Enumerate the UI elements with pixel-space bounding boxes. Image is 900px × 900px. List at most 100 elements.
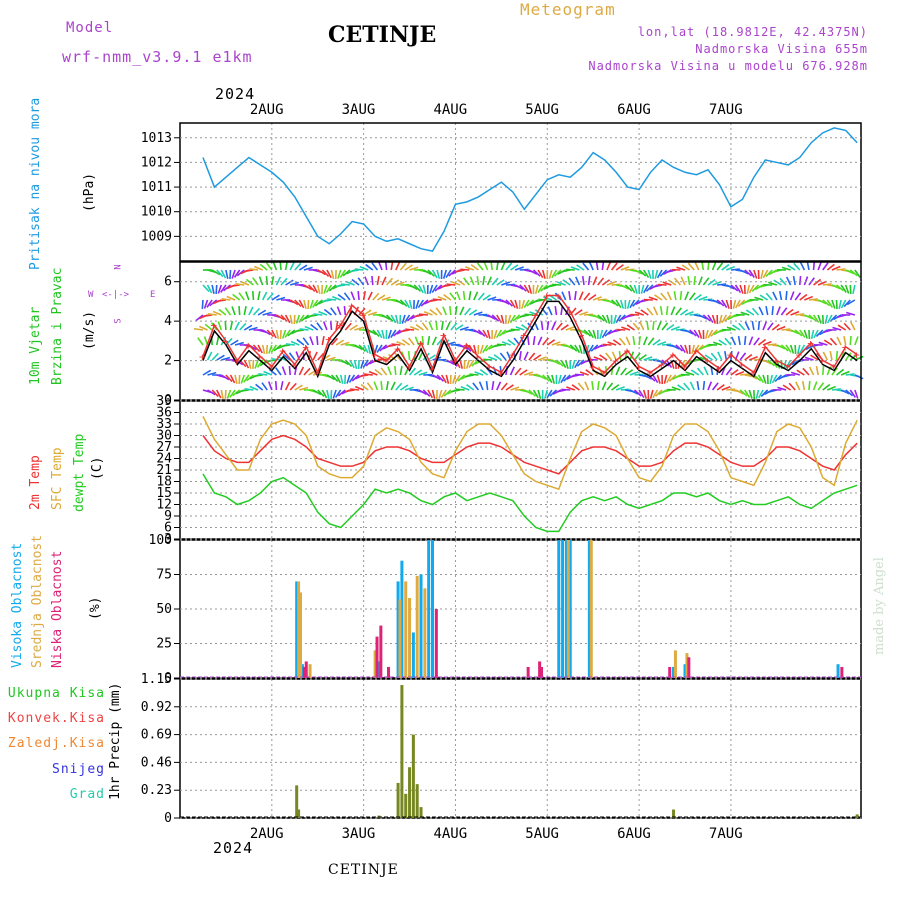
wind-barb	[326, 374, 336, 381]
wind-barb	[405, 328, 415, 331]
wind-barb	[767, 343, 777, 346]
wind-barb	[226, 295, 236, 301]
wind-barb	[332, 295, 341, 301]
wind-barb	[308, 314, 318, 318]
wind-barb	[843, 322, 851, 331]
wind-barb	[721, 263, 730, 271]
wind-barb	[435, 320, 438, 331]
wind-barb	[663, 374, 668, 384]
wind-barb	[275, 367, 282, 376]
wind-barb	[326, 356, 336, 361]
wind-barb	[632, 299, 640, 307]
compass-cross: <-|->	[102, 290, 130, 300]
wind-barb	[523, 284, 530, 294]
wind-barb	[486, 276, 493, 286]
wind-barb	[330, 269, 335, 279]
y-tick-label: 1009	[141, 229, 172, 244]
wind-gust-point: +	[520, 329, 527, 342]
wind-barb	[707, 278, 716, 286]
wind-barb	[385, 277, 394, 286]
wind-barb	[633, 389, 642, 397]
bar-mark	[668, 666, 672, 678]
wind-barb	[421, 322, 429, 331]
model-label: Model	[66, 20, 114, 36]
wind-barb	[796, 344, 801, 354]
wind-barb	[592, 296, 602, 301]
wind-barb	[316, 322, 323, 331]
wind-barb	[730, 268, 740, 271]
wind-barb	[688, 292, 696, 301]
wind-barb	[799, 329, 806, 338]
wind-barb	[710, 329, 718, 337]
bar-mark	[295, 785, 299, 818]
wind-barb	[408, 367, 417, 376]
wind-barb	[346, 374, 351, 384]
wind-barb	[266, 292, 274, 301]
wind-barb	[618, 350, 622, 361]
y-tick-label: 75	[156, 568, 172, 583]
wind-gust-point: +	[681, 360, 688, 373]
wind-barb	[468, 359, 475, 369]
wind-barb	[257, 309, 267, 316]
wind-barb	[620, 367, 627, 376]
wind-barb	[211, 389, 219, 398]
bar-mark	[411, 632, 415, 678]
wind-gust-point: +	[819, 355, 826, 368]
wind-barb	[646, 307, 654, 316]
wind-barb	[528, 389, 536, 397]
wind-barb	[703, 298, 713, 301]
wind-barb	[460, 268, 470, 271]
wind-barb	[843, 336, 847, 346]
wind-barb	[312, 389, 322, 396]
wind-barb	[385, 380, 389, 391]
wind-barb	[698, 314, 708, 320]
wind-barb	[417, 299, 424, 308]
wind-gust-point: +	[566, 305, 573, 318]
wind-barb	[289, 261, 295, 271]
wind-barb	[788, 382, 796, 391]
wind-barb	[294, 262, 302, 271]
wind-barb	[339, 269, 346, 278]
wind-barb	[224, 389, 227, 400]
wind-barb	[656, 321, 662, 331]
wind-barb	[748, 389, 753, 399]
wind-barb	[275, 276, 282, 286]
wind-barb	[357, 290, 360, 301]
wind-barb	[762, 269, 769, 279]
year-bottom: 2024	[213, 839, 254, 857]
wind-barb	[829, 337, 838, 346]
wind-barb	[231, 269, 236, 279]
wind-gust-point: +	[624, 345, 631, 358]
wind-barb	[436, 374, 445, 382]
wind-barb	[632, 322, 640, 331]
wind-barb	[499, 365, 503, 376]
y-tick-label: 50	[156, 602, 172, 617]
wind-barb	[662, 281, 672, 286]
wind-barb	[718, 339, 727, 346]
wind-barb	[207, 371, 217, 376]
wind-barb	[471, 359, 479, 367]
wind-barb	[585, 369, 594, 376]
wind-barb	[629, 284, 636, 294]
wind-barb	[431, 389, 436, 399]
compass-east: E	[150, 290, 156, 300]
wind-barb	[310, 323, 319, 331]
wind-barb	[813, 329, 819, 339]
wind-barb	[376, 294, 386, 301]
day-label-top: 3AUG	[342, 102, 376, 118]
wind-barb	[317, 352, 325, 361]
wind-barb	[574, 290, 577, 301]
wind-barb	[803, 329, 808, 339]
wind-barb	[850, 321, 856, 331]
wind-barb	[546, 374, 553, 384]
wind-barb	[620, 388, 630, 391]
wind-barb	[418, 371, 428, 376]
wind-barb	[362, 359, 369, 368]
wind-barb	[372, 292, 380, 301]
wind-barb	[746, 284, 751, 294]
wind-barb	[671, 386, 681, 391]
wind-barb	[615, 264, 624, 271]
model-elevation-label: Nadmorska Visina u modelu 676.928m	[588, 59, 868, 73]
wind-barb	[394, 365, 397, 376]
wind-barb	[523, 351, 529, 361]
